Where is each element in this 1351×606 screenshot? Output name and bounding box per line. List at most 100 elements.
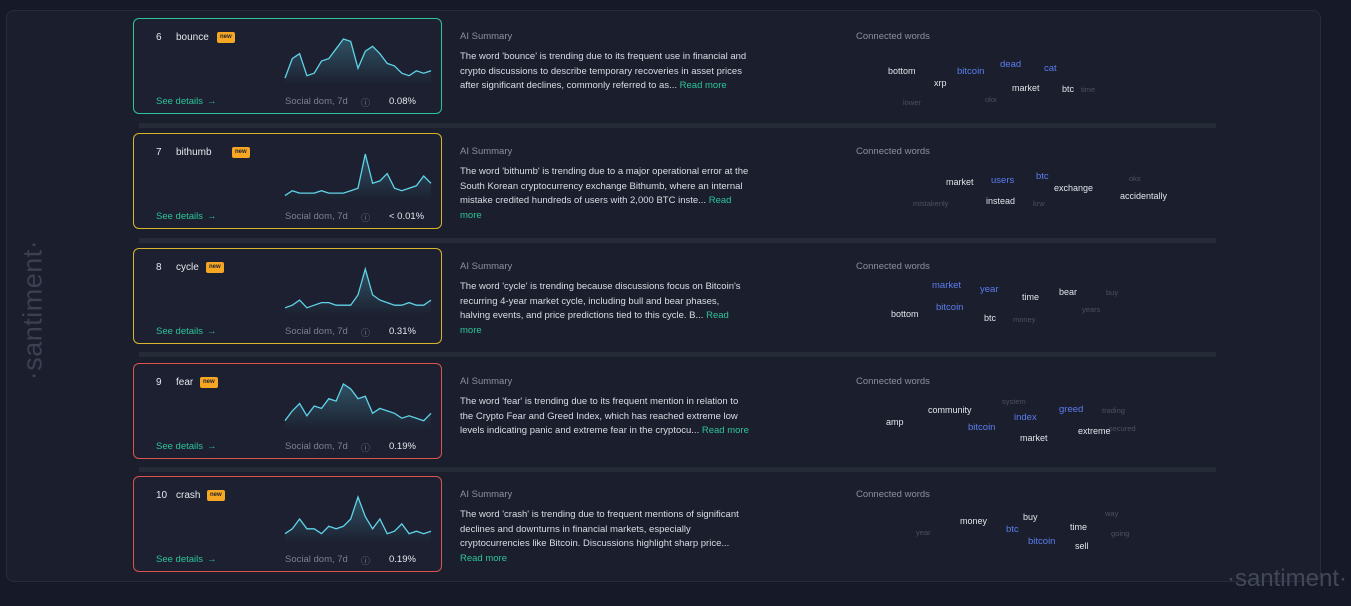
read-more-link[interactable]: Read more bbox=[679, 80, 727, 92]
trend-card[interactable]: 6 bounce new See details → Social dom, 7d… bbox=[133, 18, 442, 114]
connected-word[interactable]: btc bbox=[1062, 84, 1075, 94]
connected-word[interactable]: bitcoin bbox=[968, 422, 996, 433]
connected-word[interactable]: going bbox=[1111, 529, 1130, 538]
connected-word[interactable]: bottom bbox=[888, 66, 916, 76]
social-dominance-sparkline bbox=[284, 495, 432, 543]
social-dom-value: 0.19% bbox=[389, 554, 416, 565]
row-separator bbox=[139, 238, 1216, 243]
info-icon[interactable]: ⓘ bbox=[361, 328, 371, 338]
trending-words-list: 6 bounce new See details → Social dom, 7d… bbox=[133, 18, 1216, 578]
see-details-link[interactable]: See details → bbox=[156, 554, 217, 565]
summary-body: The word 'bounce' is trending due to its… bbox=[460, 51, 747, 92]
connected-word[interactable]: amp bbox=[886, 417, 904, 427]
connected-word[interactable]: trading bbox=[1102, 406, 1125, 415]
trend-card[interactable]: 10 crash new See details → Social dom, 7d… bbox=[133, 476, 442, 572]
connected-word[interactable]: btc bbox=[1006, 524, 1019, 535]
connected-word[interactable]: time bbox=[1070, 522, 1088, 532]
see-details-link[interactable]: See details → bbox=[156, 441, 217, 452]
see-details-link[interactable]: See details → bbox=[156, 211, 217, 222]
ai-summary-text: The word 'bounce' is trending due to its… bbox=[460, 50, 750, 94]
see-details-label: See details bbox=[156, 326, 204, 337]
connected-word[interactable]: mistakenly bbox=[913, 199, 949, 208]
connected-word[interactable]: exchange bbox=[1054, 183, 1094, 193]
connected-word[interactable]: system bbox=[1002, 397, 1026, 406]
connected-word[interactable]: sell bbox=[1075, 541, 1089, 551]
connected-word[interactable]: time bbox=[1022, 292, 1040, 302]
connected-word[interactable]: year bbox=[980, 284, 999, 295]
info-icon[interactable]: ⓘ bbox=[361, 98, 371, 108]
connected-word[interactable]: btc bbox=[1036, 171, 1049, 182]
connected-word[interactable]: bitcoin bbox=[957, 66, 985, 77]
summary-body: The word 'fear' is trending due to its f… bbox=[460, 396, 739, 437]
connected-word[interactable]: lower bbox=[903, 98, 921, 107]
trending-word-row: 7 bithumb new See details → Social dom, 7… bbox=[133, 133, 1216, 229]
see-details-link[interactable]: See details → bbox=[156, 326, 217, 337]
connected-word[interactable]: krw bbox=[1033, 199, 1045, 208]
trend-card[interactable]: 9 fear new See details → Social dom, 7d ⓘ bbox=[133, 363, 442, 459]
connected-word[interactable]: bear bbox=[1059, 287, 1078, 297]
info-icon[interactable]: ⓘ bbox=[361, 556, 371, 566]
trending-word: bounce bbox=[176, 32, 209, 43]
trending-word-row: 6 bounce new See details → Social dom, 7d… bbox=[133, 18, 1216, 114]
connected-word[interactable]: cat bbox=[1044, 63, 1057, 74]
connected-word[interactable]: market bbox=[1020, 433, 1048, 443]
connected-word[interactable]: xrp bbox=[934, 78, 947, 88]
read-more-link[interactable]: Read more bbox=[701, 425, 749, 437]
connected-word[interactable]: index bbox=[1014, 412, 1037, 423]
connected-word[interactable]: users bbox=[991, 175, 1015, 186]
sparkline-area bbox=[285, 384, 431, 430]
ai-summary-text: The word 'fear' is trending due to its f… bbox=[460, 395, 750, 439]
trend-card[interactable]: 7 bithumb new See details → Social dom, 7… bbox=[133, 133, 442, 229]
social-dominance-sparkline bbox=[284, 383, 432, 430]
connected-word[interactable]: secured bbox=[1109, 424, 1136, 433]
connected-word[interactable]: accidentally bbox=[1120, 191, 1168, 201]
info-icon[interactable]: ⓘ bbox=[361, 213, 371, 223]
see-details-link[interactable]: See details → bbox=[156, 96, 217, 107]
ai-summary-text: The word 'bithumb' is trending due to a … bbox=[460, 165, 750, 224]
connected-word[interactable]: okx bbox=[1129, 174, 1141, 183]
arrow-right-icon: → bbox=[207, 211, 217, 222]
connected-word[interactable]: money bbox=[1013, 315, 1036, 324]
read-more-link[interactable]: Read more bbox=[460, 310, 729, 337]
connected-word[interactable]: years bbox=[1082, 305, 1101, 314]
new-badge: new bbox=[200, 377, 218, 388]
connected-word[interactable]: bitcoin bbox=[1028, 536, 1056, 547]
connected-words-label: Connected words bbox=[856, 489, 930, 500]
connected-word[interactable]: buy bbox=[1106, 288, 1119, 297]
connected-word[interactable]: market bbox=[1012, 83, 1040, 93]
connected-word[interactable]: greed bbox=[1059, 404, 1084, 415]
connected-word[interactable]: buy bbox=[1023, 512, 1038, 522]
row-separator bbox=[139, 352, 1216, 357]
connected-word[interactable]: bottom bbox=[891, 309, 919, 319]
sparkline-area bbox=[285, 269, 431, 315]
connected-words-cloud: bottom xrp bitcoin dead cat market btc time lowe… bbox=[856, 48, 1216, 108]
read-more-link[interactable]: Read more bbox=[460, 195, 732, 222]
connected-word[interactable]: time bbox=[1081, 85, 1096, 94]
connected-word[interactable]: market bbox=[946, 177, 974, 187]
connected-word[interactable]: extreme bbox=[1078, 426, 1111, 436]
watermark-right: ·santiment· bbox=[1226, 565, 1347, 592]
connected-word[interactable]: way bbox=[1105, 509, 1119, 518]
sparkline-area bbox=[285, 39, 431, 85]
info-icon[interactable]: ⓘ bbox=[361, 443, 371, 453]
trend-card[interactable]: 8 cycle new See details → Social dom, 7d … bbox=[133, 248, 442, 344]
ai-summary-label: AI Summary bbox=[460, 146, 513, 157]
connected-word[interactable]: instead bbox=[986, 196, 1016, 206]
connected-word[interactable]: btc bbox=[984, 313, 997, 323]
sparkline-line bbox=[284, 495, 432, 535]
connected-word[interactable]: community bbox=[928, 405, 972, 415]
ai-summary-label: AI Summary bbox=[460, 261, 513, 272]
social-dominance-sparkline bbox=[284, 153, 432, 200]
trending-word: fear bbox=[176, 377, 194, 388]
summary-body: The word 'bithumb' is trending due to a … bbox=[460, 166, 749, 207]
social-dom-label: Social dom, 7d bbox=[285, 211, 348, 222]
connected-word[interactable]: dead bbox=[1000, 59, 1022, 70]
connected-word[interactable]: money bbox=[960, 516, 988, 526]
connected-word[interactable]: year bbox=[916, 528, 931, 537]
sparkline-line bbox=[284, 266, 432, 309]
connected-word[interactable]: market bbox=[932, 280, 962, 291]
connected-word[interactable]: bitcoin bbox=[936, 302, 964, 313]
connected-word[interactable]: okx bbox=[985, 95, 997, 104]
read-more-link[interactable]: Read more bbox=[460, 553, 507, 565]
connected-words-label: Connected words bbox=[856, 376, 930, 387]
